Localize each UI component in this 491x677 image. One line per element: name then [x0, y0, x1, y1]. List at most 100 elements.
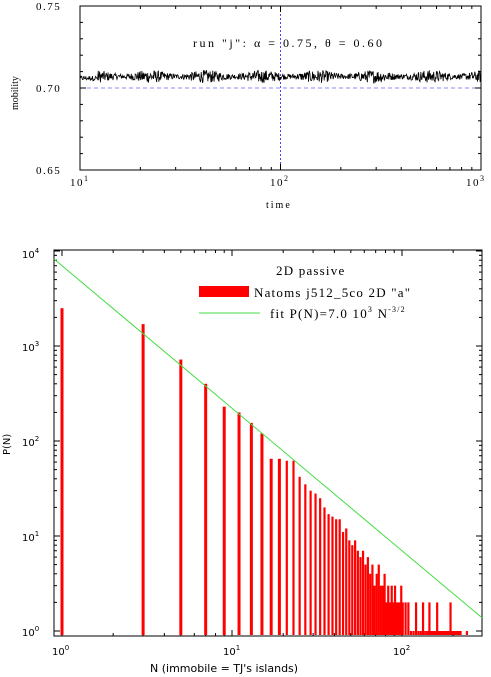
bar [393, 585, 397, 635]
bottom-y-tick-base: 10 [22, 628, 35, 639]
bar [359, 557, 362, 635]
top-y-ticks [80, 5, 481, 171]
bottom-y-ticks [54, 250, 482, 632]
legend-entry-bars: Natoms j512_5co 2D "a" [254, 285, 411, 300]
bar [285, 460, 288, 635]
bar [419, 631, 422, 635]
bottom-y-tick-base: 10 [22, 250, 35, 261]
top-x-tick-base-text: 10 [270, 177, 284, 189]
bar [373, 585, 376, 635]
bar [441, 631, 444, 635]
bottom-x-tick-base: 10 [52, 647, 65, 658]
bar [404, 602, 407, 635]
bottom-y-tick-exp: 1 [35, 530, 39, 538]
bar [381, 585, 384, 635]
bar [450, 631, 454, 635]
bar [434, 631, 437, 635]
distribution-chart: 100 101 102 103 104 100 101 102 N (immob… [2, 247, 483, 675]
bottom-y-tick-base: 10 [22, 533, 35, 544]
bar [304, 484, 307, 635]
bar [430, 631, 433, 635]
top-x-axis-title: time [266, 200, 292, 211]
bottom-x-tick-base: 10 [393, 647, 406, 658]
top-x-tick-base-text: 10 [466, 177, 480, 189]
bar [398, 602, 401, 635]
bottom-y-tick-label: 102 [22, 435, 39, 449]
bar [323, 507, 326, 635]
bottom-plot-frame [53, 249, 483, 637]
bottom-y-tick-label: 100 [22, 625, 39, 639]
top-x-tick-exp: 3 [480, 174, 486, 183]
bottom-x-tick-base: 10 [223, 647, 236, 658]
bar [351, 545, 354, 635]
bar [341, 532, 345, 635]
bottom-y-tick-base: 10 [22, 438, 35, 449]
bar [390, 585, 393, 635]
legend-swatch-bars [199, 286, 249, 297]
bar [414, 602, 418, 635]
bar [412, 631, 415, 635]
legend-fit-mid: N [373, 306, 388, 321]
bar [298, 476, 301, 635]
bar [392, 602, 395, 635]
bar [397, 602, 400, 635]
top-y-axis-title: mobility [10, 76, 21, 110]
bottom-x-axis-title: N (immobile = TJ's islands) [150, 662, 298, 675]
top-x-ticks [79, 6, 482, 170]
mobility-chart: 0.75 0.70 0.65 101 102 103 time mobility… [10, 1, 486, 211]
bar [395, 602, 398, 635]
legend-entry-fit: fit P(N)=7.0 103 N-3/2 [270, 305, 406, 321]
bar [447, 631, 451, 635]
bar [424, 631, 427, 635]
bar [428, 602, 431, 635]
bar [449, 602, 452, 635]
bottom-y-tick-label: 101 [22, 530, 39, 544]
top-x-tick-base: 102 [270, 174, 290, 189]
bar [292, 460, 295, 635]
bar [407, 602, 410, 635]
bottom-x-tick-exp: 2 [406, 644, 410, 652]
bar [309, 490, 312, 635]
bar [388, 602, 392, 635]
bar [335, 519, 338, 635]
bar [458, 631, 461, 635]
bottom-y-tick-exp: 3 [35, 340, 39, 348]
bar [364, 564, 367, 635]
bar [437, 631, 441, 635]
bar [369, 573, 372, 635]
top-x-tick-exp: 1 [84, 174, 90, 183]
bar [465, 631, 469, 635]
legend-fit-sup1: 3 [368, 305, 373, 314]
bar [314, 493, 317, 635]
bar [327, 514, 330, 635]
bottom-y-tick-label: 104 [22, 247, 40, 261]
bar [432, 631, 435, 635]
top-y-tick-label: 0.70 [36, 83, 61, 95]
legend-title: 2D passive [276, 263, 345, 278]
fit-line [53, 258, 483, 619]
bar [356, 550, 359, 635]
bottom-x-tick-label: 100 [52, 644, 69, 658]
bottom-y-tick-exp: 4 [35, 247, 40, 255]
bar [455, 631, 458, 635]
bar [453, 631, 457, 635]
bar [379, 585, 382, 635]
bar [409, 631, 413, 635]
bar [436, 602, 439, 635]
top-x-tick-base: 103 [466, 174, 486, 189]
bar [260, 433, 264, 635]
bar [338, 519, 341, 635]
bar [348, 540, 351, 635]
bar [456, 631, 459, 635]
bar [269, 458, 273, 635]
mobility-series-line [79, 69, 482, 84]
bottom-y-tick-exp: 2 [35, 435, 39, 443]
bar [446, 631, 449, 635]
top-annotation: run "j": α = 0.75, θ = 0.60 [193, 36, 385, 50]
bottom-y-tick-label: 103 [22, 340, 39, 354]
x-tick-labels: 100 101 102 [52, 644, 410, 658]
bar [377, 564, 380, 635]
bar [383, 573, 386, 635]
top-x-tick-exp: 2 [284, 174, 290, 183]
